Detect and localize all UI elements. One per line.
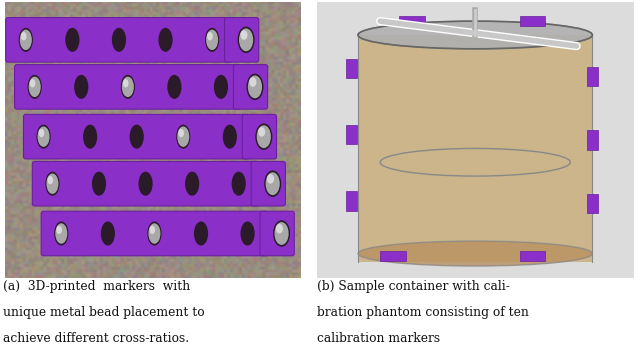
FancyBboxPatch shape [225,17,259,62]
Ellipse shape [264,170,281,197]
Bar [346,59,357,78]
Ellipse shape [100,221,115,246]
Ellipse shape [123,79,129,87]
Ellipse shape [214,75,228,99]
Ellipse shape [232,172,246,196]
Ellipse shape [28,75,42,99]
Ellipse shape [179,129,184,137]
Ellipse shape [46,174,58,194]
Ellipse shape [20,30,32,50]
Ellipse shape [266,172,280,195]
FancyBboxPatch shape [41,211,268,256]
Ellipse shape [19,28,33,52]
Ellipse shape [176,125,190,149]
Bar [346,125,357,144]
Ellipse shape [194,221,208,246]
Bar [257,164,283,204]
Ellipse shape [255,124,273,150]
FancyBboxPatch shape [33,161,259,206]
Ellipse shape [159,28,173,52]
Text: (a)  3D-printed  markers  with: (a) 3D-printed markers with [3,280,191,293]
Text: (b) Sample container with cali-: (b) Sample container with cali- [317,280,509,293]
Text: bration phantom consisting of ten: bration phantom consisting of ten [317,306,529,319]
Ellipse shape [112,28,126,52]
Ellipse shape [83,125,97,149]
Bar [520,16,545,26]
Ellipse shape [56,226,62,234]
Ellipse shape [246,74,264,100]
FancyBboxPatch shape [260,211,294,256]
FancyBboxPatch shape [24,114,250,159]
Ellipse shape [206,30,218,50]
Ellipse shape [248,75,262,98]
Text: achieve different cross-ratios.: achieve different cross-ratios. [3,332,189,345]
FancyBboxPatch shape [234,65,268,109]
FancyBboxPatch shape [251,161,285,206]
Bar [587,194,598,213]
Bar [346,191,357,211]
Text: calibration markers: calibration markers [317,332,440,345]
Ellipse shape [241,30,248,40]
Ellipse shape [185,172,199,196]
Ellipse shape [148,223,161,244]
Ellipse shape [55,223,67,244]
Ellipse shape [147,221,161,246]
Ellipse shape [276,224,283,233]
Bar [358,35,593,262]
Ellipse shape [74,75,88,99]
FancyBboxPatch shape [6,17,232,62]
Ellipse shape [36,125,51,149]
Ellipse shape [130,125,144,149]
FancyBboxPatch shape [243,114,276,159]
Ellipse shape [47,176,53,184]
Bar [266,213,292,253]
Ellipse shape [258,127,265,137]
Bar [230,20,257,60]
Ellipse shape [38,129,44,137]
Bar [587,67,598,86]
Ellipse shape [273,220,290,247]
Ellipse shape [121,75,135,99]
Ellipse shape [150,226,155,234]
Ellipse shape [239,29,253,51]
Ellipse shape [358,21,593,49]
Bar [399,16,424,26]
Bar [587,130,598,150]
Ellipse shape [45,172,60,196]
Ellipse shape [167,75,182,99]
Ellipse shape [257,125,271,148]
FancyBboxPatch shape [15,65,241,109]
Ellipse shape [249,77,257,87]
Ellipse shape [29,79,35,87]
Ellipse shape [29,77,41,97]
Ellipse shape [177,126,189,147]
Ellipse shape [275,222,289,245]
Ellipse shape [38,126,49,147]
Ellipse shape [92,172,106,196]
Bar [239,67,266,107]
Ellipse shape [241,221,255,246]
Ellipse shape [207,32,213,40]
Ellipse shape [205,28,219,52]
Ellipse shape [223,125,237,149]
Ellipse shape [65,28,79,52]
Ellipse shape [237,26,255,53]
Ellipse shape [54,221,68,246]
Bar [380,251,406,261]
Text: unique metal bead placement to: unique metal bead placement to [3,306,205,319]
Ellipse shape [122,77,134,97]
Ellipse shape [138,172,153,196]
Bar [520,251,545,261]
Ellipse shape [267,174,274,184]
Ellipse shape [358,241,593,266]
Bar [248,117,274,157]
Ellipse shape [21,32,26,40]
